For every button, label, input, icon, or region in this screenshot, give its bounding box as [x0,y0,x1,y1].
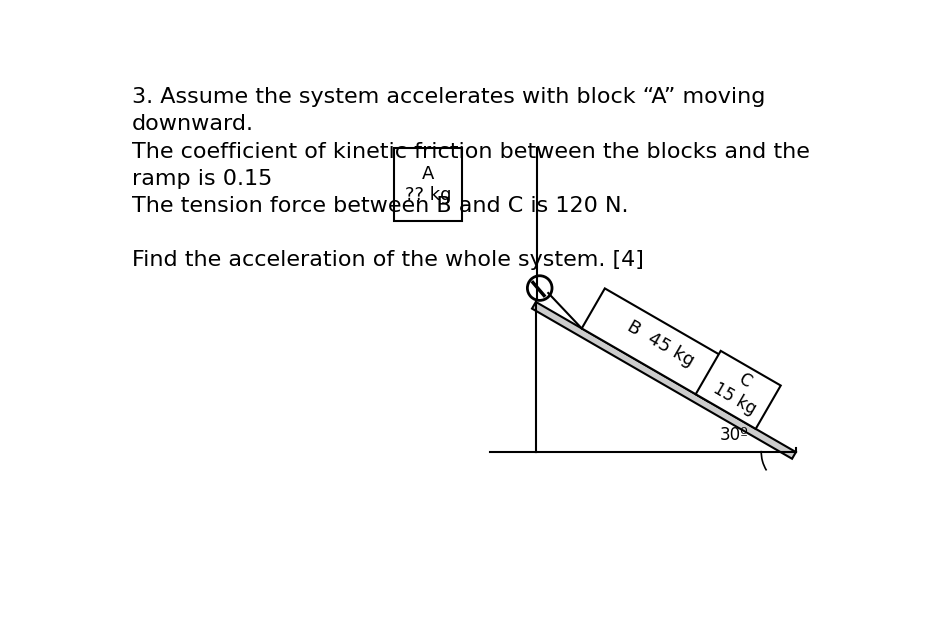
Text: A
?? kg: A ?? kg [404,165,451,204]
Text: C
15 kg: C 15 kg [709,361,768,418]
Text: 30º: 30º [719,426,748,444]
Circle shape [527,276,552,300]
FancyBboxPatch shape [394,148,462,221]
Text: 3. Assume the system accelerates with block “A” moving
downward.
The coefficient: 3. Assume the system accelerates with bl… [132,87,809,270]
Polygon shape [581,288,730,401]
Polygon shape [695,351,780,429]
Text: B  45 kg: B 45 kg [623,317,696,370]
Polygon shape [531,302,795,459]
